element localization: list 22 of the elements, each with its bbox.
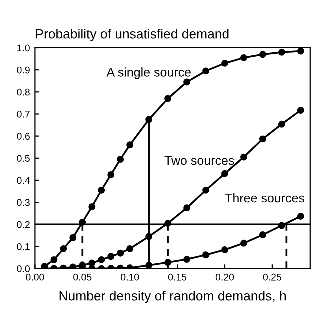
y-tick-label: 1.0: [18, 44, 30, 52]
y-tick-label: 0.9: [17, 66, 30, 74]
y-tick-label: 0.4: [17, 177, 30, 184]
x-tick-label: 0.05: [74, 274, 92, 281]
x-axis-title: Number density of random demands, h: [60, 291, 286, 304]
y-tick-label: 0.0: [17, 266, 30, 272]
x-tick-label: 0.00: [26, 274, 44, 281]
x-tick-label: 0.10: [121, 274, 140, 281]
y-axis-title: Probability of unsatisfied demand: [36, 29, 229, 42]
y-tick-label: 0.8: [17, 88, 30, 96]
x-tick-label: 0.25: [263, 274, 282, 281]
annotation: Three sources: [225, 194, 305, 203]
x-tick-label: 0.15: [168, 274, 187, 281]
annotation: Two sources: [164, 156, 234, 166]
x-tick-label: 0.20: [216, 274, 234, 281]
y-tick-label: 0.2: [17, 221, 30, 228]
y-tick-label: 0.3: [17, 199, 30, 206]
y-tick-label: 0.6: [17, 133, 30, 140]
annotation: A single source: [106, 68, 191, 80]
y-tick-label: 0.7: [17, 110, 30, 118]
y-tick-label: 0.5: [17, 155, 30, 162]
y-tick-label: 0.1: [17, 243, 30, 250]
